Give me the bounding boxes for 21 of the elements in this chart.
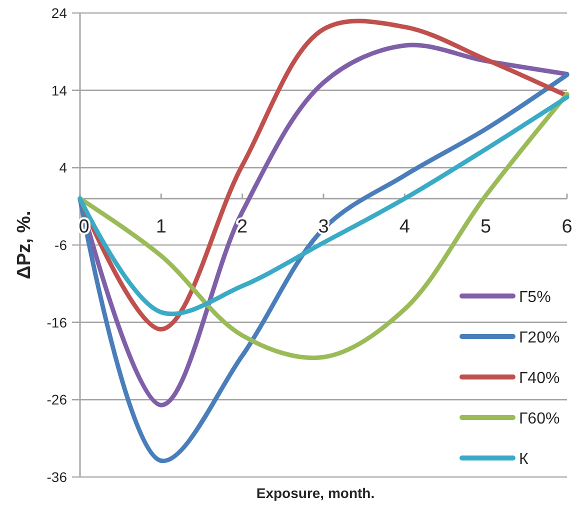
y-tick-label: -26 — [46, 392, 68, 408]
x-axis-title: Exposure, month. — [256, 485, 375, 501]
legend-label: Г20% — [519, 330, 560, 346]
x-tick-label: 1 — [156, 216, 166, 238]
y-tick-label: 4 — [59, 160, 68, 176]
x-tick-label: 4 — [399, 216, 410, 238]
y-tick-label: -16 — [46, 314, 68, 330]
legend-label: Г5% — [519, 289, 551, 306]
x-tick-label: 6 — [562, 216, 572, 238]
y-tick-label: 24 — [51, 5, 68, 21]
line-series — [78, 92, 570, 360]
y-tick-label: 14 — [51, 82, 68, 98]
y-tick-label: -6 — [54, 237, 68, 253]
x-tick-label: 2 — [237, 216, 248, 238]
y-tick-label: -36 — [46, 469, 68, 485]
line-series — [78, 72, 570, 464]
y-axis-title: ΔPz, %. — [14, 210, 35, 280]
legend-label: Г60% — [519, 410, 560, 428]
legend-label: К — [519, 451, 529, 468]
x-tick-label: 5 — [480, 216, 492, 238]
legend-label: Г40% — [519, 370, 560, 387]
